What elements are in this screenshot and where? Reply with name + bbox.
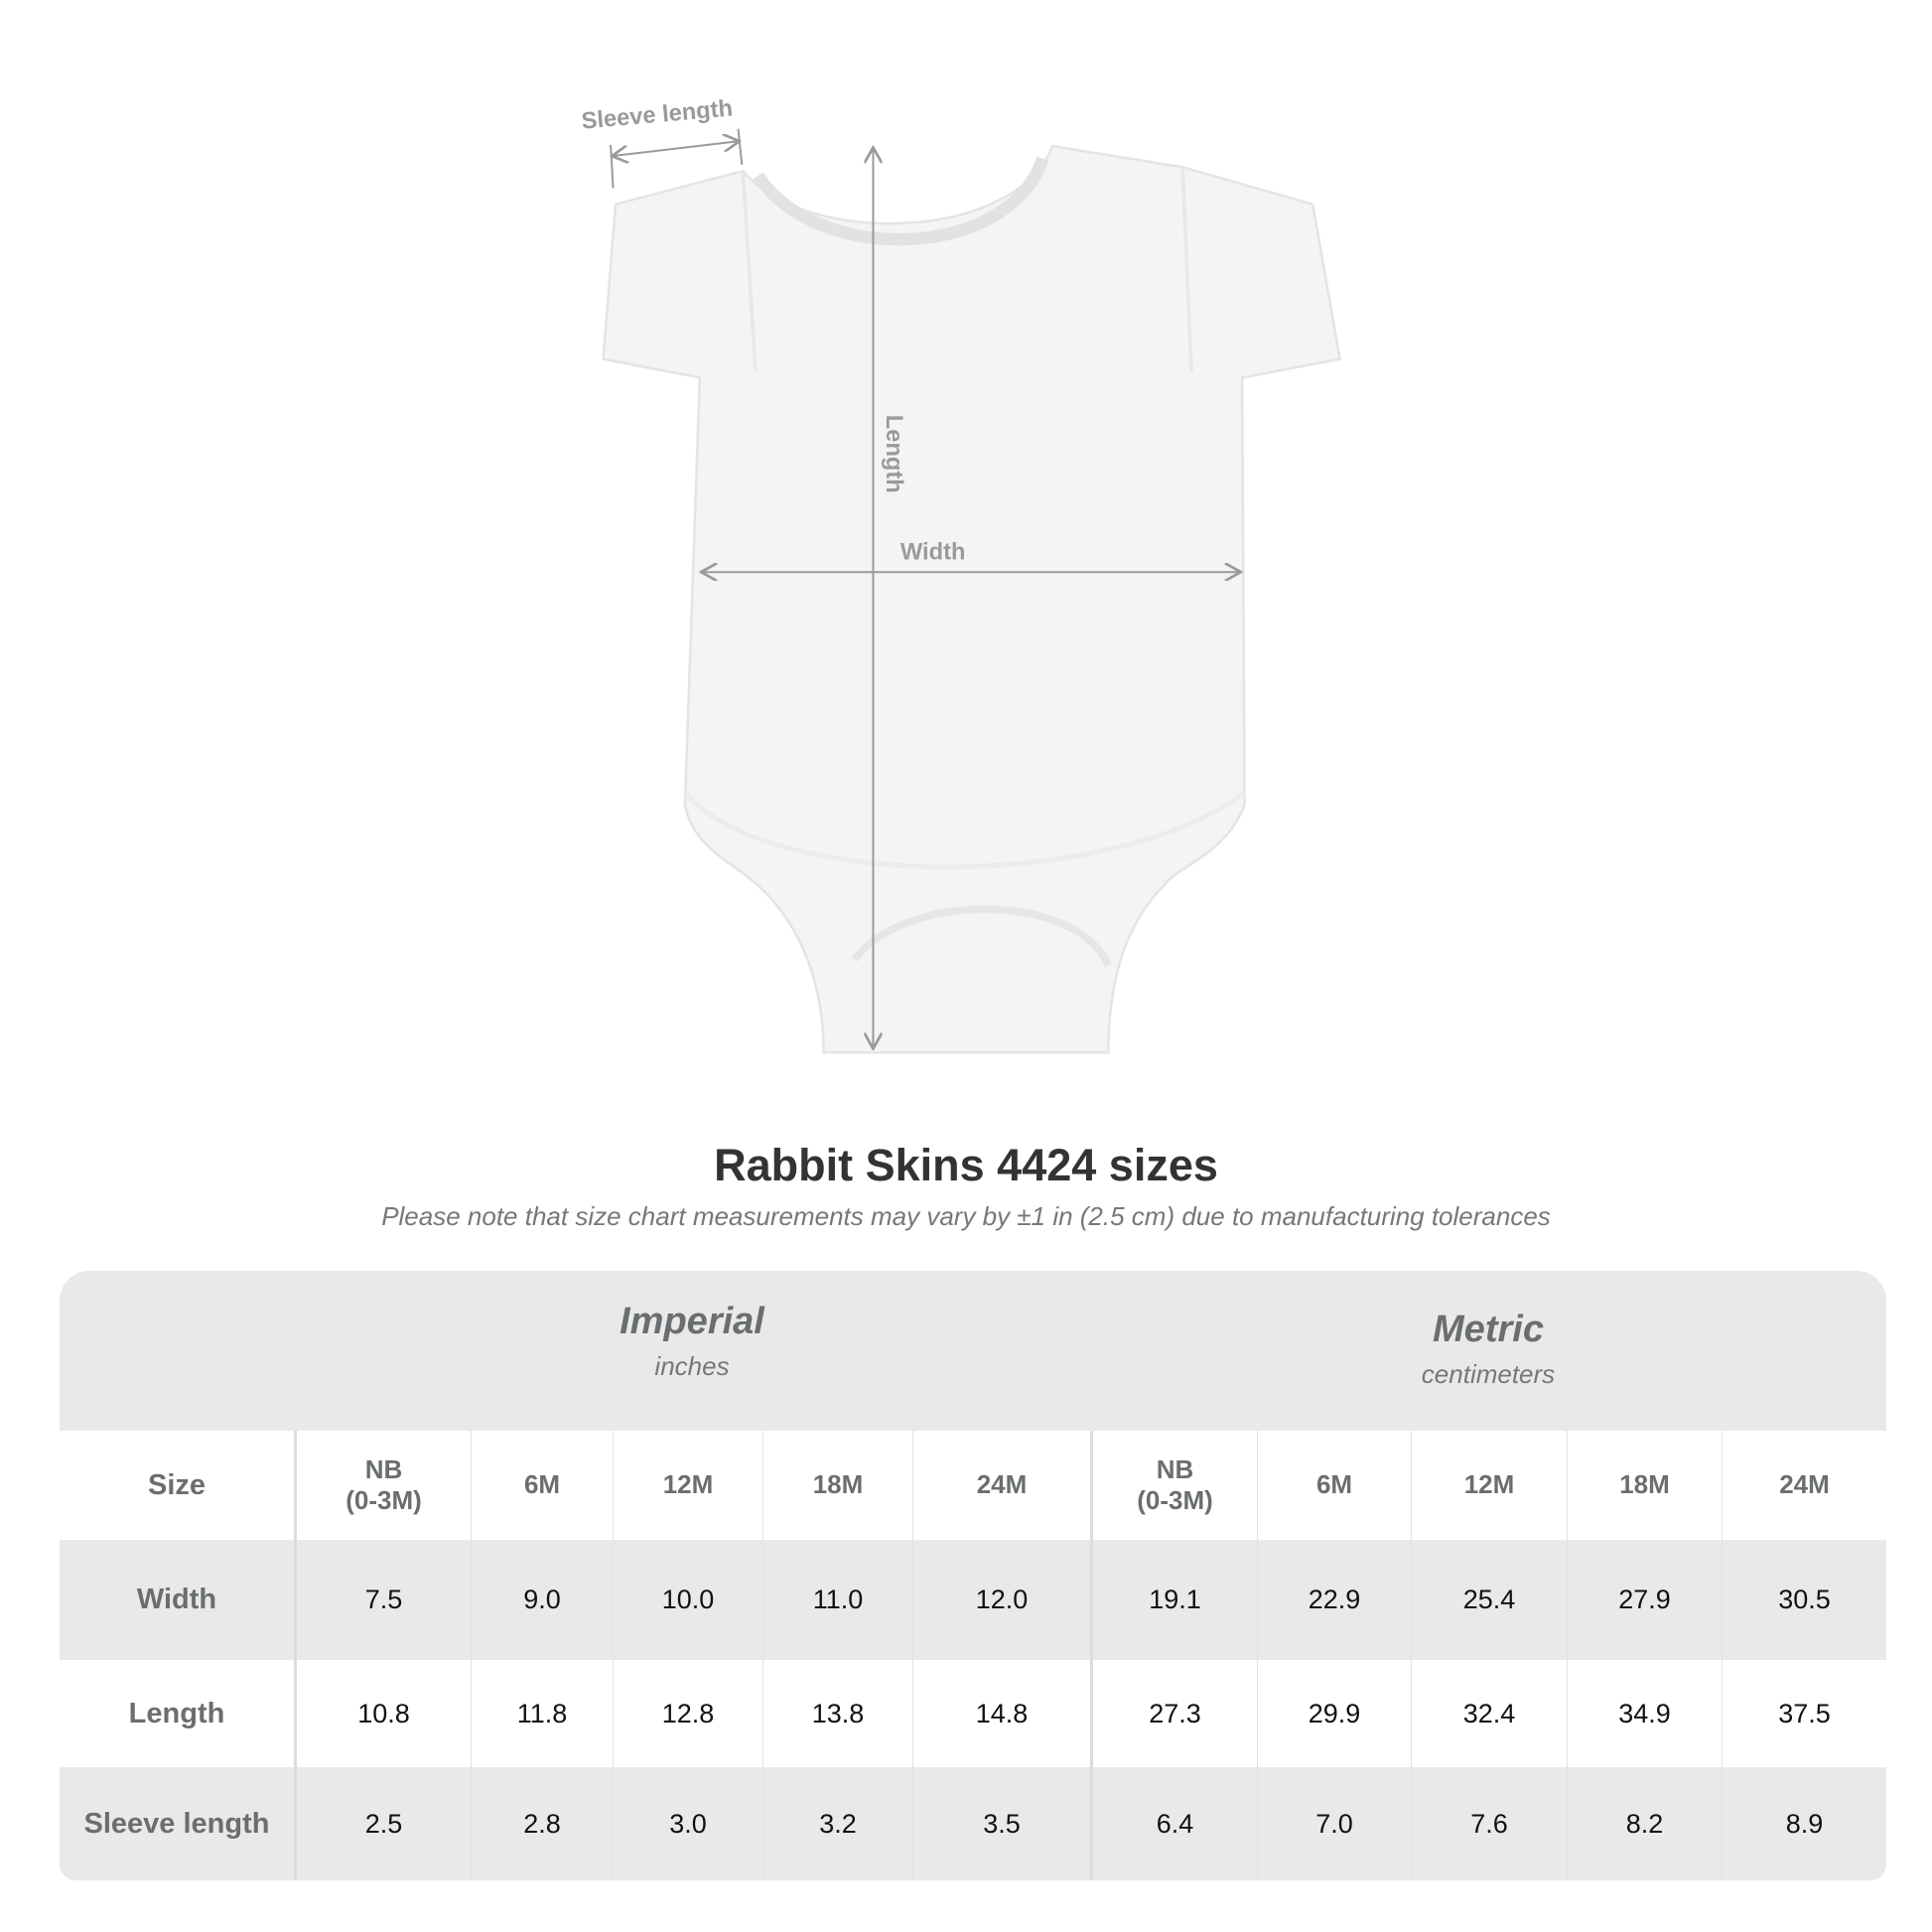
table-cell: 3.5	[912, 1767, 1090, 1880]
metric-header: Metric centimeters	[1090, 1309, 1886, 1390]
table-cell: 7.5	[294, 1540, 471, 1660]
table-cell: 29.9	[1257, 1660, 1411, 1767]
table-cell: 27.9	[1567, 1540, 1722, 1660]
imperial-unit: inches	[654, 1351, 730, 1381]
table-cell: 12.0	[912, 1540, 1090, 1660]
size-label: Size	[147, 1468, 207, 1501]
table-cell: 6.4	[1090, 1767, 1257, 1880]
size-column-header: 18M	[1567, 1431, 1722, 1540]
size-chart-table: Imperial inches Metric centimeters Size N…	[60, 1271, 1886, 1880]
row-band	[60, 1431, 1886, 1540]
table-cell: 3.2	[762, 1767, 912, 1880]
table-cell: 8.2	[1567, 1767, 1722, 1880]
page-title: Rabbit Skins 4424 sizes	[714, 1140, 1218, 1190]
table-row: Sleeve length 2.5 2.8 3.0 3.2 3.5 6.4 7.0 7.6 8.2…	[60, 1767, 1886, 1880]
size-column-header: 24M	[1722, 1431, 1886, 1540]
table-cell: 27.3	[1090, 1660, 1257, 1767]
table-cell: 2.5	[294, 1767, 471, 1880]
sleeve-arrow	[612, 141, 739, 156]
measurement-label: Width	[136, 1584, 217, 1616]
table-cell: 22.9	[1257, 1540, 1411, 1660]
table-cell: 9.0	[471, 1540, 613, 1660]
width-label: Width	[900, 540, 966, 566]
table-cell: 10.8	[294, 1660, 471, 1767]
size-column-header: 18M	[762, 1431, 912, 1540]
table-cell: 12.8	[613, 1660, 762, 1767]
units-header-band	[60, 1271, 1886, 1431]
onesie-body	[602, 144, 1342, 1054]
size-column-header: NB (0-3M)	[1090, 1431, 1257, 1540]
size-column-header: 12M	[1411, 1431, 1567, 1540]
table-cell: 8.9	[1722, 1767, 1886, 1880]
sleeve-length-label: Sleeve length	[581, 95, 734, 134]
row-band	[60, 1540, 1886, 1660]
size-column-header: NB (0-3M)	[294, 1431, 471, 1540]
table-cell: 25.4	[1411, 1540, 1567, 1660]
table-cell: 10.0	[613, 1540, 762, 1660]
length-label: Length	[881, 415, 906, 493]
table-cell: 7.6	[1411, 1767, 1567, 1880]
row-band	[60, 1660, 1886, 1767]
table-cell: 3.0	[613, 1767, 762, 1880]
table-cell: 19.1	[1090, 1540, 1257, 1660]
metric-unit: centimeters	[1421, 1359, 1556, 1389]
table-cell: 13.8	[762, 1660, 912, 1767]
size-header-row: Size NB (0-3M) 6M 12M 18M 24M NB (0-3M) 6M 12M 18…	[60, 1431, 1886, 1540]
table-row: Width 7.5 9.0 10.0 11.0 12.0 19.1 22.9 25.4 27.9 3…	[60, 1540, 1886, 1660]
imperial-title: Imperial	[620, 1301, 764, 1342]
onesie-measurement-diagram: Sleeve length Length Width	[581, 95, 1342, 1054]
tolerance-note: Please note that size chart measurements…	[381, 1201, 1551, 1231]
table-cell: 32.4	[1411, 1660, 1567, 1767]
size-column-header: 24M	[912, 1431, 1090, 1540]
table-cell: 11.8	[471, 1660, 613, 1767]
row-band	[60, 1767, 1886, 1880]
table-cell: 30.5	[1722, 1540, 1886, 1660]
size-column-header: 6M	[1257, 1431, 1411, 1540]
table-cell: 14.8	[912, 1660, 1090, 1767]
table-cell: 2.8	[471, 1767, 613, 1880]
table-row: Length 10.8 11.8 12.8 13.8 14.8 27.3 29.9 32.4 34…	[60, 1660, 1886, 1767]
table-cell: 7.0	[1257, 1767, 1411, 1880]
size-column-header: 6M	[471, 1431, 613, 1540]
metric-title: Metric	[1433, 1309, 1544, 1350]
table-cell: 34.9	[1567, 1660, 1722, 1767]
measurement-label: Length	[128, 1697, 225, 1729]
table-cell: 11.0	[762, 1540, 912, 1660]
imperial-header: Imperial inches	[294, 1301, 1090, 1382]
neck-band	[753, 156, 1049, 246]
measurement-label: Sleeve length	[83, 1807, 270, 1840]
size-column-header: 12M	[613, 1431, 762, 1540]
table-cell: 37.5	[1722, 1660, 1886, 1767]
